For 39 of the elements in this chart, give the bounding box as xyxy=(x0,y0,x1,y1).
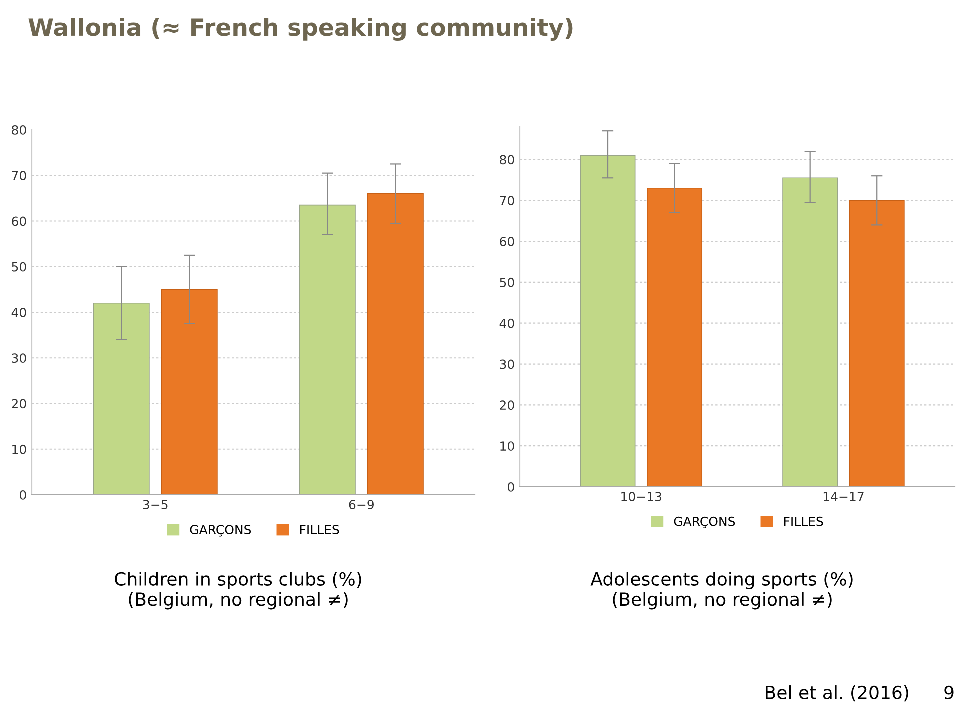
y-tick-label: 60 xyxy=(500,237,514,246)
bar xyxy=(93,302,150,495)
y-tick-label: 70 xyxy=(12,171,26,181)
y-tick-label: 70 xyxy=(500,196,514,206)
bar xyxy=(782,178,838,487)
y-tick-label: 40 xyxy=(12,308,26,318)
text: Adolescents doing sports (%) (Belgium, no regional ≠) xyxy=(590,572,853,610)
legend-label: GARÇONS xyxy=(190,525,252,537)
bar xyxy=(367,193,424,495)
y-tick-label: 30 xyxy=(12,354,26,364)
y-tick-label: 40 xyxy=(500,318,514,328)
y-tick-label: 10 xyxy=(12,444,26,454)
chart-title: Wallonia (≈ French speaking community) xyxy=(28,18,573,42)
y-tick-label: 20 xyxy=(12,399,26,409)
text: Bel et al. (2016) xyxy=(766,686,908,702)
y-tick-label: 0 xyxy=(20,490,26,500)
bar xyxy=(647,188,703,487)
bar xyxy=(161,289,218,495)
y-tick-label: 20 xyxy=(500,400,514,410)
y-tick-label: 50 xyxy=(500,278,514,288)
text: Children in sports clubs (%) (Belgium, no regional ≠) xyxy=(115,572,362,610)
bar xyxy=(299,204,356,495)
legend-label: FILLES xyxy=(784,516,824,526)
y-tick-label: 0 xyxy=(508,482,514,492)
x-tick-label: 14−17 xyxy=(824,492,864,502)
legend-label: GARÇONS xyxy=(674,516,736,529)
y-tick-label: 60 xyxy=(12,216,26,226)
x-tick-label: 10−13 xyxy=(622,492,662,502)
x-tick-label: 6−9 xyxy=(349,500,374,510)
legend-label: FILLES xyxy=(300,525,340,535)
y-tick-label: 80 xyxy=(12,125,26,135)
y-tick-label: 80 xyxy=(500,155,514,165)
x-tick-label: 3−5 xyxy=(143,500,168,510)
bar xyxy=(849,200,905,487)
y-tick-label: 30 xyxy=(500,360,514,370)
bar xyxy=(580,155,636,487)
y-tick-label: 50 xyxy=(12,262,26,272)
y-tick-label: 10 xyxy=(500,442,514,452)
text: 9 xyxy=(944,686,954,700)
